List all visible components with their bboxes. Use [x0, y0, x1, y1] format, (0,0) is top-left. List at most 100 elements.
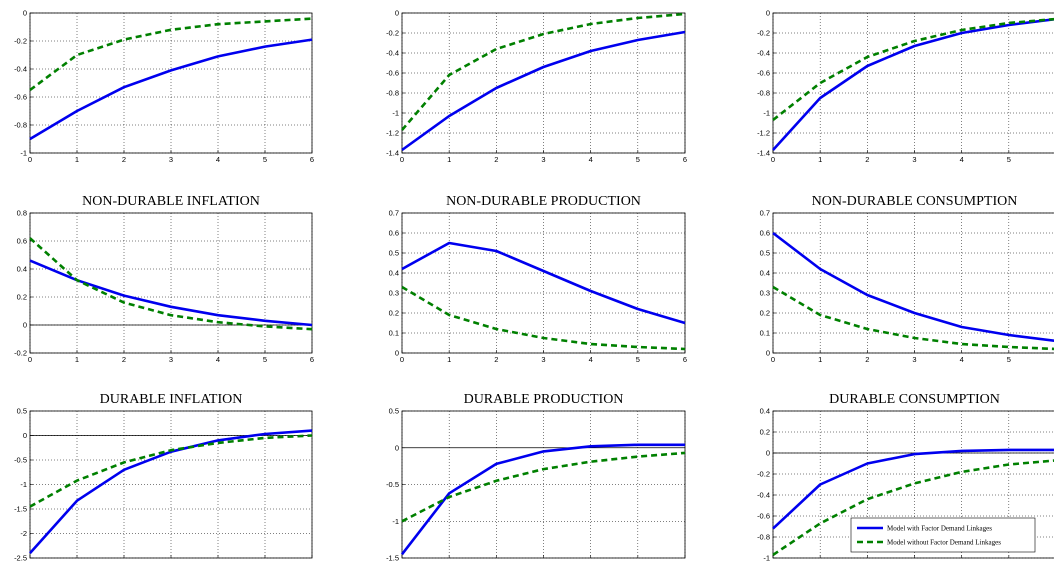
y-tick-label: 0.4 — [760, 269, 770, 278]
x-tick-label: 0 — [400, 155, 404, 164]
y-tick-label: -0.4 — [757, 49, 770, 58]
x-tick-label: 6 — [310, 355, 314, 364]
x-tick-label: 0 — [400, 560, 404, 562]
x-tick-label: 5 — [263, 560, 267, 562]
y-tick-label: 0 — [395, 9, 399, 18]
y-tick-label: 0.2 — [389, 309, 399, 318]
y-tick-label: -1.4 — [757, 149, 770, 158]
x-tick-label: 0 — [771, 560, 775, 562]
series-line-without-linkages — [29, 17, 313, 92]
x-tick-label: 5 — [636, 560, 640, 562]
y-tick-label: -0.8 — [757, 533, 770, 542]
x-tick-label: 2 — [865, 560, 869, 562]
x-tick-label: 0 — [400, 355, 404, 364]
plot-area — [773, 213, 1054, 353]
series-line-without-linkages — [772, 285, 1054, 351]
x-tick-label: 6 — [683, 155, 687, 164]
x-tick-label: 2 — [122, 355, 126, 364]
y-tick-label: 0.5 — [17, 407, 27, 416]
series-line-without-linkages — [772, 459, 1054, 556]
x-tick-label: 1 — [447, 560, 451, 562]
y-tick-label: 0 — [395, 349, 399, 358]
x-tick-label: 2 — [865, 155, 869, 164]
x-tick-label: 3 — [169, 560, 173, 562]
x-tick-label: 0 — [28, 355, 32, 364]
x-tick-label: 2 — [494, 355, 498, 364]
x-tick-label: 3 — [541, 560, 545, 562]
chart-panel-2: 0-0.2-0.4-0.6-0.8-1-1.2-1.40 1 2 3 4 5 6 — [386, 9, 687, 165]
x-tick-label: 3 — [912, 155, 916, 164]
y-tick-label: -2 — [20, 529, 27, 538]
y-tick-label: -0.6 — [757, 512, 770, 521]
y-tick-label: -1.5 — [14, 505, 27, 514]
y-tick-label: -0.2 — [14, 349, 27, 358]
series-line-with-linkages — [772, 448, 1054, 530]
y-tick-label: -1 — [392, 517, 399, 526]
y-tick-label: 0.4 — [760, 407, 770, 416]
y-tick-label: -1 — [763, 554, 770, 562]
panel-title: DURABLE CONSUMPTION — [829, 392, 1000, 407]
x-tick-label: 2 — [494, 560, 498, 562]
x-tick-label: 6 — [310, 155, 314, 164]
chart-panel-7: 0.50-0.5-1-1.5-2-2.50123456DURABLE INFLA… — [14, 392, 314, 562]
y-tick-label: 0 — [766, 9, 770, 18]
y-tick-label: -0.8 — [14, 121, 27, 130]
y-tick-label: 0.3 — [389, 289, 399, 298]
x-tick-label: 0 — [771, 155, 775, 164]
y-tick-label: 0.4 — [17, 265, 27, 274]
y-tick-label: 0.6 — [17, 237, 27, 246]
y-tick-label: 0.8 — [17, 209, 27, 218]
panel-title: NON-DURABLE PRODUCTION — [446, 194, 641, 209]
y-tick-label: -0.6 — [14, 93, 27, 102]
chart-panel-8: 0.50-0.5-1-1.50123456DURABLE PRODUCTION — [386, 392, 687, 562]
series-line-with-linkages — [772, 17, 1054, 151]
y-tick-label: -1.5 — [386, 554, 399, 562]
series-line-without-linkages — [401, 12, 686, 131]
legend: Model with Factor Demand Linkages Model w… — [850, 517, 1036, 553]
y-tick-label: 0 — [23, 321, 27, 330]
y-tick-label: -0.2 — [386, 29, 399, 38]
y-tick-label: 0.7 — [389, 209, 399, 218]
x-tick-label: 5 — [263, 355, 267, 364]
panel-title: DURABLE INFLATION — [100, 392, 243, 407]
x-tick-label: 2 — [122, 560, 126, 562]
y-tick-label: 0.3 — [760, 289, 770, 298]
series-line-with-linkages — [401, 30, 686, 152]
x-tick-label: 0 — [771, 355, 775, 364]
x-tick-label: 4 — [216, 560, 220, 562]
x-tick-label: 4 — [216, 355, 220, 364]
x-tick-label: 1 — [818, 560, 822, 562]
y-tick-label: -0.8 — [386, 89, 399, 98]
panel-title: DURABLE PRODUCTION — [464, 392, 624, 407]
legend-label: Model with Factor Demand Linkages — [887, 525, 992, 533]
y-tick-label: 0.7 — [760, 209, 770, 218]
x-tick-label: 1 — [447, 355, 451, 364]
chart-panel-5: 0.7 0.6 0.5 0.4 0.3 0.2 0.1 00 1 2 3 4 5 6 NON-DURABLE… — [389, 194, 688, 364]
y-tick-label: -0.6 — [386, 69, 399, 78]
x-tick-label: 2 — [494, 155, 498, 164]
panel-title: NON-DURABLE CONSUMPTION — [812, 194, 1018, 209]
x-tick-label: 1 — [75, 560, 79, 562]
chart-panel-1: 0-0.2-0.4-0.6-0.8-10 1 2 3 4 5 6 — [14, 9, 314, 165]
series-line-with-linkages — [401, 241, 686, 325]
x-tick-label: 3 — [541, 155, 545, 164]
y-tick-label: -1 — [20, 480, 27, 489]
x-tick-label: 2 — [865, 355, 869, 364]
x-tick-label: 5 — [636, 155, 640, 164]
y-tick-label: -1 — [763, 109, 770, 118]
y-tick-label: -0.6 — [757, 69, 770, 78]
series-line-without-linkages — [29, 434, 313, 508]
y-tick-label: -1 — [20, 149, 27, 158]
x-tick-label: 3 — [169, 355, 173, 364]
x-tick-label: 3 — [912, 355, 916, 364]
x-tick-label: 4 — [589, 560, 593, 562]
y-tick-label: 0 — [766, 349, 770, 358]
x-tick-label: 0 — [28, 560, 32, 562]
y-tick-label: -1.2 — [757, 129, 770, 138]
y-tick-label: -1.4 — [386, 149, 399, 158]
y-tick-label: -0.5 — [386, 480, 399, 489]
x-tick-label: 5 — [636, 355, 640, 364]
series-line-without-linkages — [772, 17, 1054, 122]
